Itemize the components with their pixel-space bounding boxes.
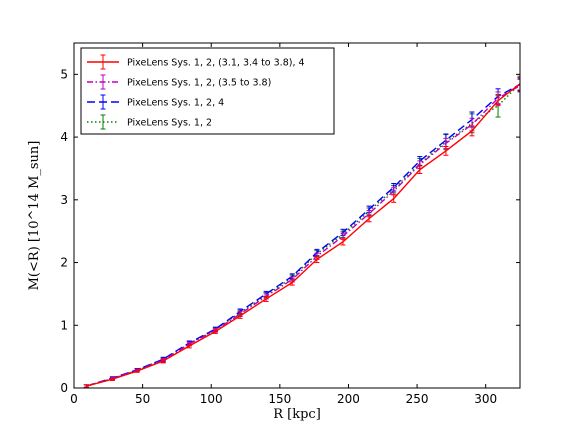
x-tick-label: 0 xyxy=(70,392,78,406)
error-bar xyxy=(443,146,449,156)
error-bar xyxy=(134,369,140,373)
plot-area xyxy=(83,75,520,388)
series-group xyxy=(83,75,520,388)
error-bar xyxy=(212,329,218,334)
error-bar xyxy=(469,125,475,137)
series-1 xyxy=(83,77,520,388)
y-tick-label: 2 xyxy=(60,256,68,270)
y-tick-label: 1 xyxy=(60,318,68,332)
error-bar xyxy=(517,78,520,93)
series-line xyxy=(86,83,520,387)
y-tick-label: 4 xyxy=(60,130,68,144)
legend-entry: PixeLens Sys. 1, 2, 4 xyxy=(87,94,224,110)
error-bar xyxy=(517,77,520,91)
y-tick-label: 3 xyxy=(60,193,68,207)
error-bar xyxy=(289,279,295,286)
error-bar xyxy=(391,194,397,203)
error-bar xyxy=(517,77,520,92)
y-tick-label: 5 xyxy=(60,67,68,81)
error-bar xyxy=(417,165,423,174)
error-bar xyxy=(314,255,320,264)
x-axis-label: R [kpc] xyxy=(273,407,321,422)
legend-box xyxy=(80,47,335,135)
error-bar xyxy=(83,384,89,388)
x-tick-label: 150 xyxy=(268,392,291,406)
legend-entry: PixeLens Sys. 1, 2, (3.5 to 3.8) xyxy=(87,74,271,90)
legend-entry: PixeLens Sys. 1, 2, (3.1, 3.4 to 3.8), 4 xyxy=(87,54,305,70)
y-tick-label: 0 xyxy=(60,381,68,395)
error-bar xyxy=(237,312,243,319)
error-bar xyxy=(366,215,372,223)
legend: PixeLens Sys. 1, 2, (3.1, 3.4 to 3.8), 4… xyxy=(80,47,335,135)
y-axis-label: M(<R) [10^14 M_sun] xyxy=(27,141,42,291)
error-bar xyxy=(109,377,115,381)
axis-labels: R [kpc] M(<R) [10^14 M_sun] xyxy=(27,141,321,422)
x-tick-label: 250 xyxy=(406,392,429,406)
error-bar xyxy=(263,295,269,302)
x-tick-label: 50 xyxy=(135,392,150,406)
error-bar xyxy=(517,75,520,92)
legend-label: PixeLens Sys. 1, 2 xyxy=(127,118,212,129)
error-bar xyxy=(495,95,501,107)
error-bar xyxy=(160,358,166,364)
x-tick-label: 300 xyxy=(474,392,497,406)
error-bar xyxy=(186,343,192,349)
error-bar xyxy=(340,238,346,246)
legend-label: PixeLens Sys. 1, 2, 4 xyxy=(127,98,224,109)
axis-ticks: 0 50 100 150 200 250 300 0 1 2 3 4 5 xyxy=(60,43,520,406)
series-line xyxy=(86,83,520,387)
x-tick-label: 100 xyxy=(200,392,223,406)
legend-entry: PixeLens Sys. 1, 2 xyxy=(87,114,212,130)
legend-label: PixeLens Sys. 1, 2, (3.5 to 3.8) xyxy=(127,78,271,89)
x-tick-label: 200 xyxy=(337,392,360,406)
plot-frame xyxy=(73,42,521,389)
legend-label: PixeLens Sys. 1, 2, (3.1, 3.4 to 3.8), 4 xyxy=(127,58,305,69)
